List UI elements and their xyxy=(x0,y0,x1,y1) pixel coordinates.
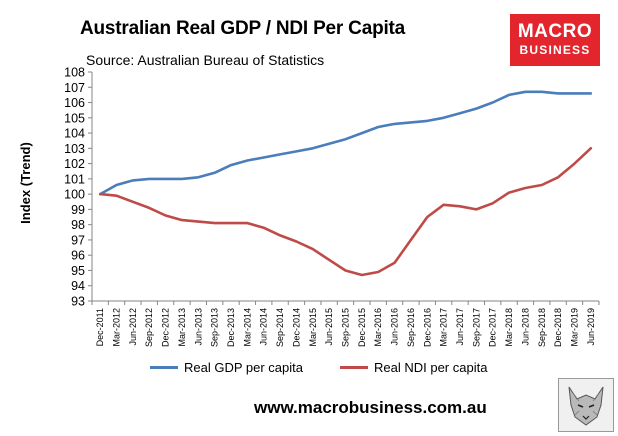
chart-subtitle: Source: Australian Bureau of Statistics xyxy=(86,52,325,68)
x-tick-label: Mar-2015 xyxy=(308,308,318,347)
x-tick-label: Sep-2018 xyxy=(537,308,547,347)
x-tick-label: Mar-2014 xyxy=(242,308,252,347)
series-lines xyxy=(98,90,593,277)
x-tick-label: Jun-2014 xyxy=(259,308,269,346)
y-tick-label: 102 xyxy=(64,157,85,171)
x-axis: Dec-2011 Mar-2012 Jun-2012 Sep-2012 Dec-2012… xyxy=(91,300,600,347)
x-tick-label: Mar-2018 xyxy=(504,308,514,347)
legend-swatch-ndi xyxy=(340,366,368,369)
y-tick-label: 96 xyxy=(71,249,85,263)
x-tick-label: Jun-2018 xyxy=(520,308,530,346)
website-url: www.macrobusiness.com.au xyxy=(254,398,487,417)
legend-item-gdp: Real GDP per capita xyxy=(150,360,303,375)
logo-line-2: BUSINESS xyxy=(519,43,591,57)
x-tick-label: Dec-2014 xyxy=(291,308,301,347)
chart-title: Australian Real GDP / NDI Per Capita xyxy=(80,18,406,39)
x-tick-label: Sep-2012 xyxy=(144,308,154,347)
x-tick-label: Mar-2012 xyxy=(112,308,122,347)
y-tick-label: 105 xyxy=(64,111,85,125)
y-tick-label: 95 xyxy=(71,264,85,278)
legend-label-gdp: Real GDP per capita xyxy=(184,360,303,375)
x-tick-label: Sep-2015 xyxy=(341,308,351,347)
x-tick-label: Sep-2013 xyxy=(210,308,220,347)
y-tick-label: 93 xyxy=(71,295,85,309)
legend-item-ndi: Real NDI per capita xyxy=(340,360,487,375)
x-tick-label: Jun-2017 xyxy=(455,308,465,346)
y-tick-label: 94 xyxy=(71,279,85,293)
x-tick-label: Mar-2016 xyxy=(373,308,383,347)
x-tick-label: Dec-2012 xyxy=(161,308,171,347)
wolf-mascot-icon xyxy=(558,378,614,432)
x-tick-label: Jun-2015 xyxy=(324,308,334,346)
y-axis-label: Index (Trend) xyxy=(18,142,33,224)
y-tick-label: 106 xyxy=(64,96,85,110)
x-tick-label: Sep-2017 xyxy=(471,308,481,347)
x-tick-label: Jun-2013 xyxy=(193,308,203,346)
x-tick-label: Sep-2014 xyxy=(275,308,285,347)
y-tick-label: 108 xyxy=(64,66,85,80)
y-tick-label: 97 xyxy=(71,233,85,247)
x-tick-label: Dec-2016 xyxy=(422,308,432,347)
y-tick-label: 98 xyxy=(71,218,85,232)
x-tick-label: Sep-2016 xyxy=(406,308,416,347)
y-tick-label: 101 xyxy=(64,172,85,186)
x-tick-label: Jun-2012 xyxy=(128,308,138,346)
x-tick-label: Dec-2011 xyxy=(95,308,105,346)
macro-business-logo: MACRO BUSINESS xyxy=(510,14,600,66)
series-line-gdp xyxy=(98,90,593,196)
y-tick-label: 104 xyxy=(64,127,85,141)
legend-label-ndi: Real NDI per capita xyxy=(374,360,488,375)
x-tick-label: Mar-2013 xyxy=(177,308,187,347)
y-tick-label: 103 xyxy=(64,142,85,156)
logo-line-1: MACRO xyxy=(517,21,593,42)
x-tick-label: Jun-2016 xyxy=(390,308,400,346)
series-line-ndi xyxy=(98,147,593,277)
x-tick-label: Dec-2018 xyxy=(553,308,563,347)
y-tick-label: 100 xyxy=(64,188,85,202)
chart-legend: Real GDP per capita Real NDI per capita xyxy=(0,360,618,384)
x-tick-label: Dec-2013 xyxy=(226,308,236,347)
x-tick-label: Mar-2017 xyxy=(439,308,449,347)
y-tick-label: 99 xyxy=(71,203,85,217)
legend-swatch-gdp xyxy=(150,366,178,369)
x-tick-label: Mar-2019 xyxy=(569,308,579,347)
x-tick-label: Dec-2015 xyxy=(357,308,367,347)
x-tick-label: Dec-2017 xyxy=(488,308,498,347)
x-tick-label: Jun-2019 xyxy=(586,308,596,346)
y-tick-label: 107 xyxy=(64,81,85,95)
